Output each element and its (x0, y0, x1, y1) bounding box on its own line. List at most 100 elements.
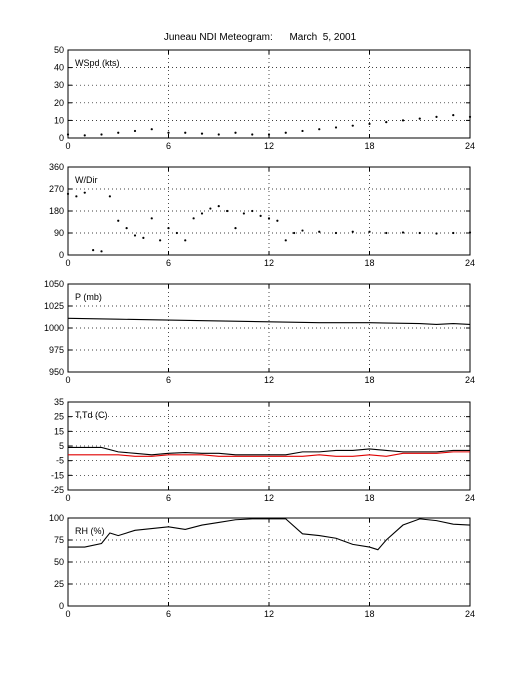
data-point (284, 131, 287, 134)
y-tick-label: 975 (49, 345, 64, 355)
data-point (108, 195, 111, 198)
y-tick-label: 10 (54, 115, 64, 125)
y-tick-label: 75 (54, 535, 64, 545)
x-tick-label: 24 (465, 258, 475, 268)
data-point (334, 126, 338, 129)
y-tick-label: 180 (49, 206, 64, 216)
data-point (435, 232, 438, 235)
data-point (301, 129, 304, 133)
x-tick-label: 24 (465, 493, 475, 503)
data-point (242, 212, 245, 215)
y-tick-label: 90 (54, 228, 64, 238)
data-point (167, 227, 170, 230)
data-point (401, 119, 405, 122)
data-point (125, 227, 128, 230)
y-tick-label: 1000 (44, 323, 64, 333)
x-tick-label: 24 (465, 375, 475, 385)
x-tick-label: 0 (65, 258, 70, 268)
data-point (150, 217, 153, 220)
x-tick-label: 18 (364, 258, 374, 268)
data-point (276, 219, 279, 222)
x-tick-label: 12 (264, 493, 274, 503)
data-point (259, 214, 262, 217)
data-point (318, 128, 321, 131)
y-tick-label: 0 (59, 133, 64, 143)
y-tick-label: 20 (54, 98, 64, 108)
x-tick-label: 0 (65, 493, 70, 503)
data-point (267, 133, 271, 136)
y-tick-label: 950 (49, 367, 64, 377)
data-point (368, 122, 371, 126)
y-tick-label: -25 (51, 485, 64, 495)
data-point (150, 128, 153, 131)
title-date: March 5, 2001 (289, 32, 357, 43)
y-tick-label: 5 (59, 441, 64, 451)
data-point (83, 134, 86, 137)
data-point (83, 191, 86, 194)
x-tick-label: 6 (166, 258, 171, 268)
x-tick-label: 18 (364, 493, 374, 503)
y-tick-label: 360 (49, 162, 64, 172)
y-tick-label: 15 (54, 426, 64, 436)
data-point (468, 231, 472, 234)
x-tick-label: 24 (465, 141, 475, 151)
panel-5: 0 6 12 18 24 0 25 50 75 100 RH (%) (49, 513, 475, 619)
y-tick-label: 40 (54, 63, 64, 73)
data-point (226, 209, 229, 213)
data-point (435, 115, 438, 118)
data-point (234, 131, 237, 134)
data-point (100, 133, 103, 136)
y-tick-label: -15 (51, 470, 64, 480)
y-tick-label: 25 (54, 412, 64, 422)
data-point (452, 231, 455, 235)
x-tick-label: 12 (264, 258, 274, 268)
x-tick-label: 24 (465, 609, 475, 619)
x-tick-label: 6 (166, 493, 171, 503)
y-tick-label: 1025 (44, 301, 64, 311)
panel-label: W/Dir (75, 175, 98, 185)
data-point (66, 133, 70, 136)
data-point (175, 231, 178, 235)
x-tick-label: 6 (166, 141, 171, 151)
page-title: Juneau NDI Meteogram: March 5, 2001 (0, 32, 520, 43)
data-point (66, 192, 70, 195)
y-tick-label: 270 (49, 184, 64, 194)
data-point (217, 205, 220, 208)
data-point (401, 231, 405, 234)
data-point (200, 212, 204, 215)
x-tick-label: 6 (166, 375, 171, 385)
x-tick-label: 6 (166, 609, 171, 619)
data-point (92, 249, 95, 252)
panel-3: 0 6 12 18 24 950 975 1000 1025 1050 P (mb) (44, 279, 475, 385)
data-point (318, 230, 321, 233)
x-tick-label: 18 (364, 375, 374, 385)
data-point (251, 133, 254, 136)
x-tick-label: 18 (364, 609, 374, 619)
panel-4: 0 6 12 18 24 -25 -15 -5 5 15 25 35 T,Td (C) (51, 397, 475, 503)
panel-label: T,Td (C) (75, 410, 108, 420)
data-point (368, 230, 371, 233)
data-point (142, 236, 145, 239)
title-label: Juneau NDI Meteogram: (163, 32, 273, 43)
y-tick-label: 30 (54, 80, 64, 90)
x-tick-label: 12 (264, 609, 274, 619)
data-point (334, 231, 338, 235)
data-point (117, 131, 120, 134)
series-line-1 (68, 446, 470, 456)
y-tick-label: 25 (54, 579, 64, 589)
panel-label: RH (%) (75, 526, 105, 536)
data-point (284, 239, 287, 242)
panel-1: 0 6 12 18 24 0 10 20 30 40 50 WSpd (kts) (54, 45, 475, 151)
y-tick-label: -5 (56, 456, 64, 466)
panel-label: P (mb) (75, 292, 102, 302)
x-tick-label: 0 (65, 609, 70, 619)
y-tick-label: 0 (59, 250, 64, 260)
series-line-2 (68, 451, 470, 457)
panel-label: WSpd (kts) (75, 58, 120, 68)
data-point (385, 121, 388, 124)
data-point (301, 229, 304, 232)
data-point (217, 133, 220, 136)
x-tick-label: 12 (264, 141, 274, 151)
data-point (468, 115, 472, 118)
